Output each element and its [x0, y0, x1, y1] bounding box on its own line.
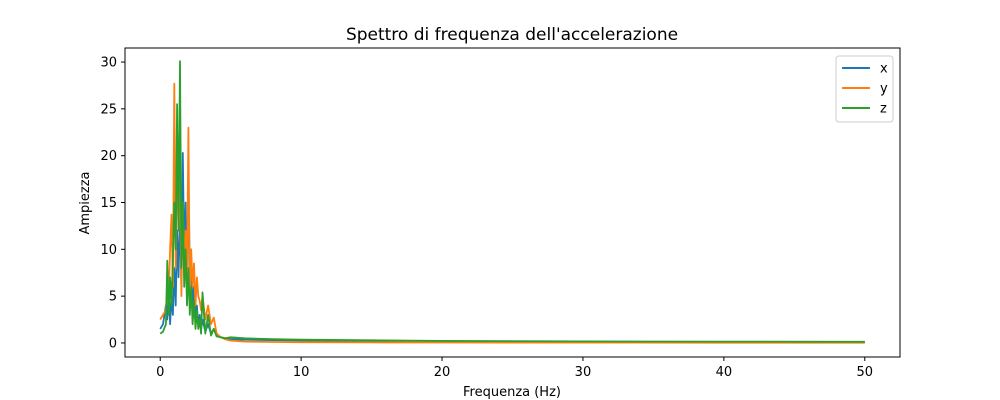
legend: xyz — [835, 55, 894, 123]
plot-area — [159, 60, 865, 344]
series-line-x — [159, 151, 865, 344]
y-axis: 0 5 10 15 20 25 30 — [100, 56, 125, 351]
x-tick-label: 10 — [293, 365, 310, 380]
legend-label-x: x — [880, 62, 888, 77]
x-axis-label: Frequenza (Hz) — [463, 385, 561, 400]
x-tick-label: 30 — [575, 365, 592, 380]
y-axis-label: Ampiezza — [78, 171, 93, 234]
series-line-y — [159, 82, 865, 344]
y-tick-label: 15 — [100, 196, 117, 211]
y-tick-label: 5 — [109, 290, 117, 305]
y-tick-label: 10 — [100, 243, 117, 258]
series-line-z — [159, 60, 865, 343]
x-tick-label: 50 — [856, 365, 873, 380]
x-tick-label: 40 — [716, 365, 733, 380]
chart-title: Spettro di frequenza dell'accelerazione — [346, 25, 678, 45]
y-tick-label: 30 — [100, 56, 117, 71]
axes-frame — [124, 47, 901, 358]
legend-label-z: z — [880, 102, 887, 117]
y-tick-label: 20 — [100, 149, 117, 164]
y-tick-label: 0 — [109, 336, 117, 351]
x-tick-label: 0 — [156, 365, 164, 380]
y-tick-label: 25 — [100, 102, 117, 117]
x-axis: 0 10 20 30 40 50 — [156, 357, 873, 380]
x-tick-label: 20 — [434, 365, 451, 380]
legend-label-y: y — [880, 82, 888, 97]
